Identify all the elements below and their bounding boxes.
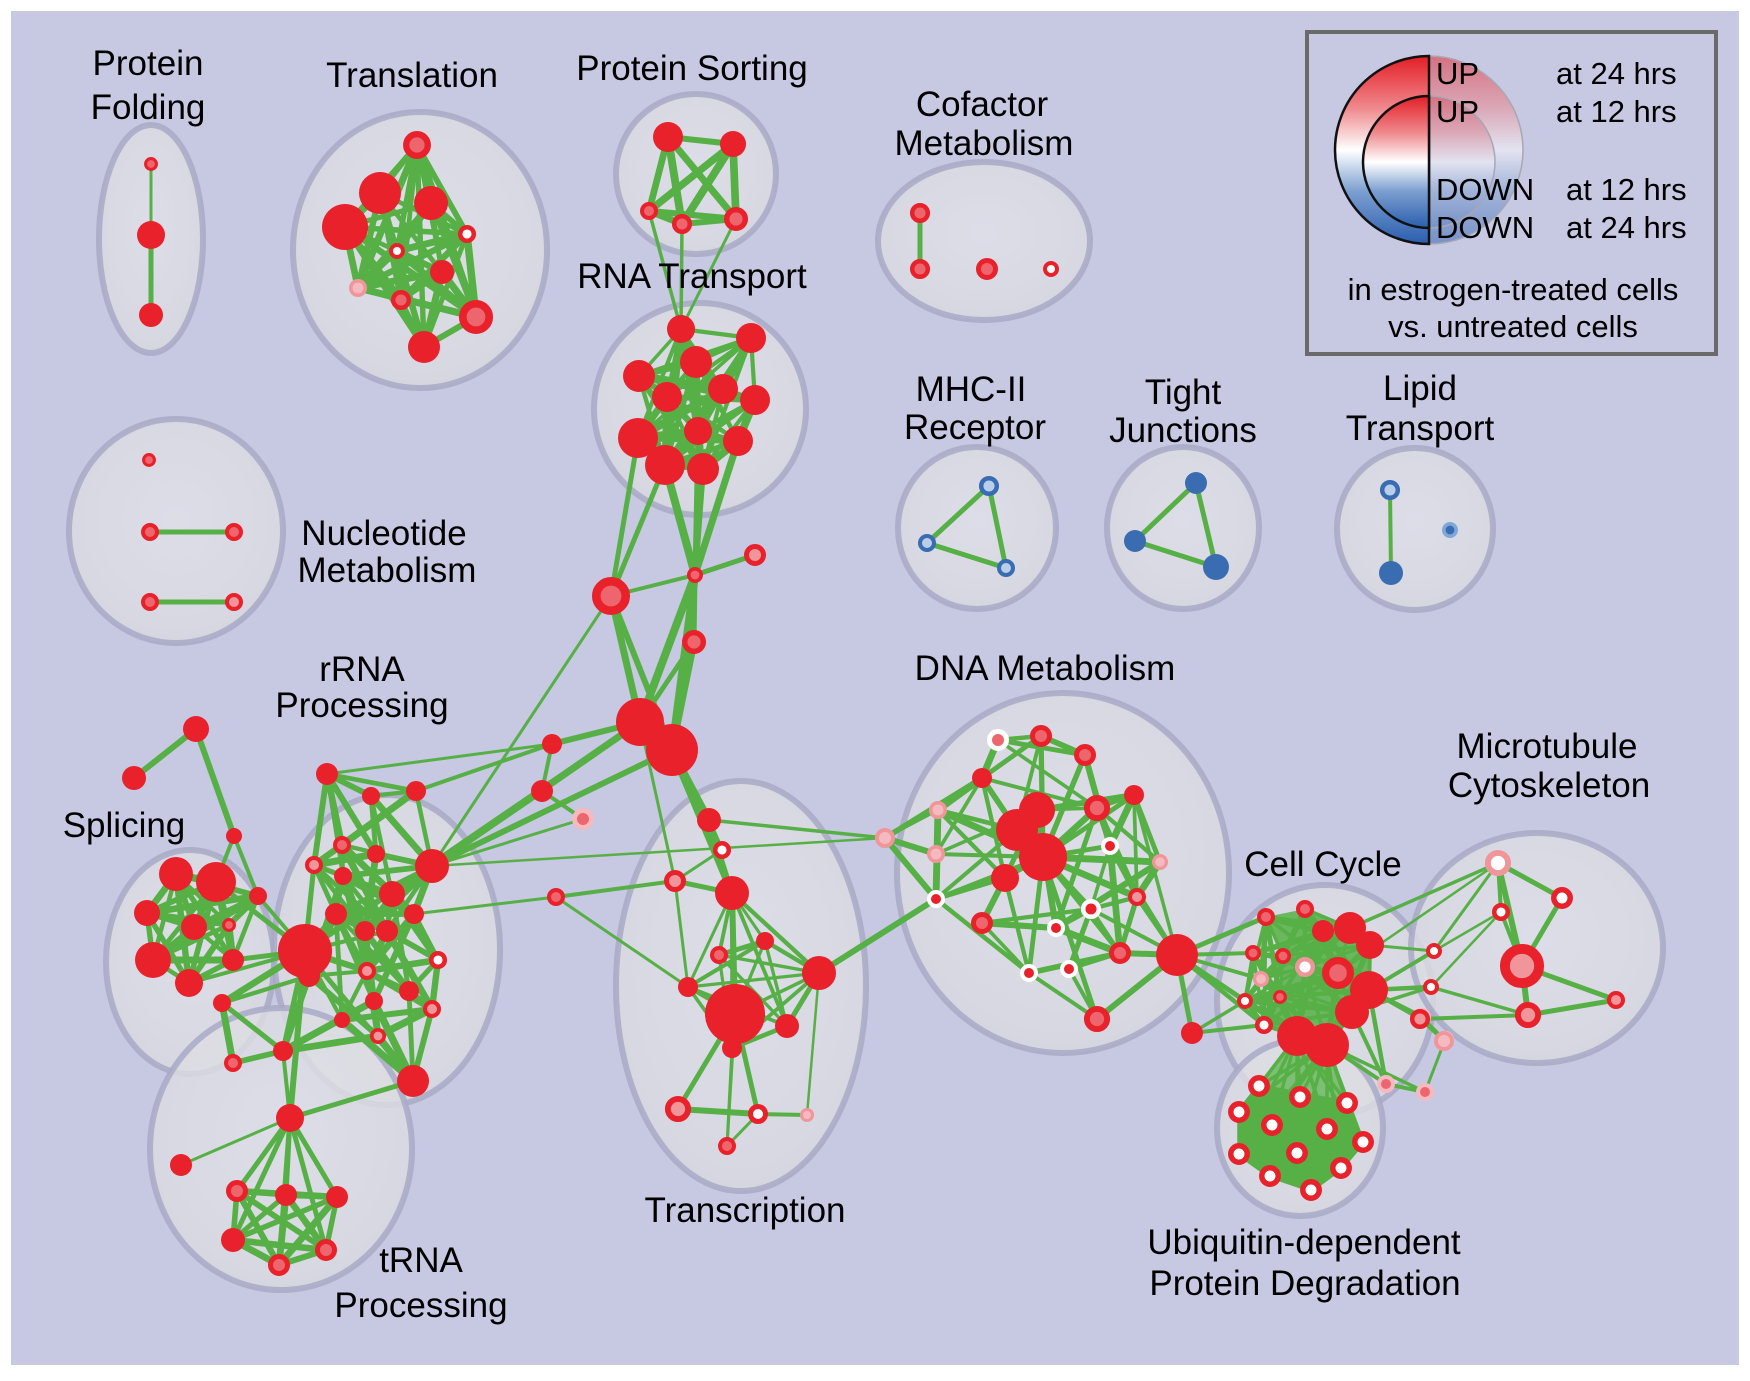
svg-text:UP: UP — [1436, 94, 1479, 129]
svg-text:vs. untreated cells: vs. untreated cells — [1388, 309, 1638, 344]
svg-text:Lipid: Lipid — [1383, 369, 1457, 408]
svg-text:rRNA: rRNA — [319, 650, 405, 689]
svg-text:Metabolism: Metabolism — [895, 124, 1074, 163]
svg-text:UP: UP — [1436, 56, 1479, 91]
svg-text:MHC-II: MHC-II — [916, 370, 1027, 409]
svg-text:in estrogen-treated cells: in estrogen-treated cells — [1348, 272, 1679, 307]
svg-text:DNA Metabolism: DNA Metabolism — [915, 649, 1176, 688]
svg-text:Junctions: Junctions — [1109, 411, 1257, 450]
svg-text:Transport: Transport — [1346, 409, 1495, 448]
svg-text:Protein Sorting: Protein Sorting — [576, 49, 808, 88]
svg-text:at 24 hrs: at 24 hrs — [1566, 210, 1687, 245]
svg-text:Splicing: Splicing — [63, 806, 186, 845]
svg-text:Protein: Protein — [93, 44, 204, 83]
svg-text:Translation: Translation — [326, 56, 498, 95]
svg-text:Transcription: Transcription — [645, 1191, 846, 1230]
svg-text:Tight: Tight — [1145, 373, 1222, 412]
svg-text:Receptor: Receptor — [904, 408, 1046, 447]
svg-text:Processing: Processing — [275, 686, 448, 725]
svg-text:Folding: Folding — [91, 88, 206, 127]
svg-text:DOWN: DOWN — [1436, 172, 1534, 207]
svg-text:at 12 hrs: at 12 hrs — [1566, 172, 1687, 207]
svg-text:DOWN: DOWN — [1436, 210, 1534, 245]
svg-text:Protein Degradation: Protein Degradation — [1149, 1264, 1460, 1303]
svg-text:Microtubule: Microtubule — [1457, 727, 1638, 766]
svg-text:Processing: Processing — [334, 1286, 507, 1325]
svg-text:at 12 hrs: at 12 hrs — [1556, 94, 1677, 129]
svg-text:Metabolism: Metabolism — [298, 551, 477, 590]
svg-text:Cofactor: Cofactor — [916, 85, 1049, 124]
svg-text:Nucleotide: Nucleotide — [301, 514, 466, 553]
svg-text:RNA Transport: RNA Transport — [577, 257, 807, 296]
svg-text:Ubiquitin-dependent: Ubiquitin-dependent — [1147, 1223, 1461, 1262]
svg-text:at 24 hrs: at 24 hrs — [1556, 56, 1677, 91]
svg-text:Cytoskeleton: Cytoskeleton — [1448, 766, 1650, 805]
svg-text:Cell Cycle: Cell Cycle — [1244, 845, 1402, 884]
svg-text:tRNA: tRNA — [379, 1241, 463, 1280]
